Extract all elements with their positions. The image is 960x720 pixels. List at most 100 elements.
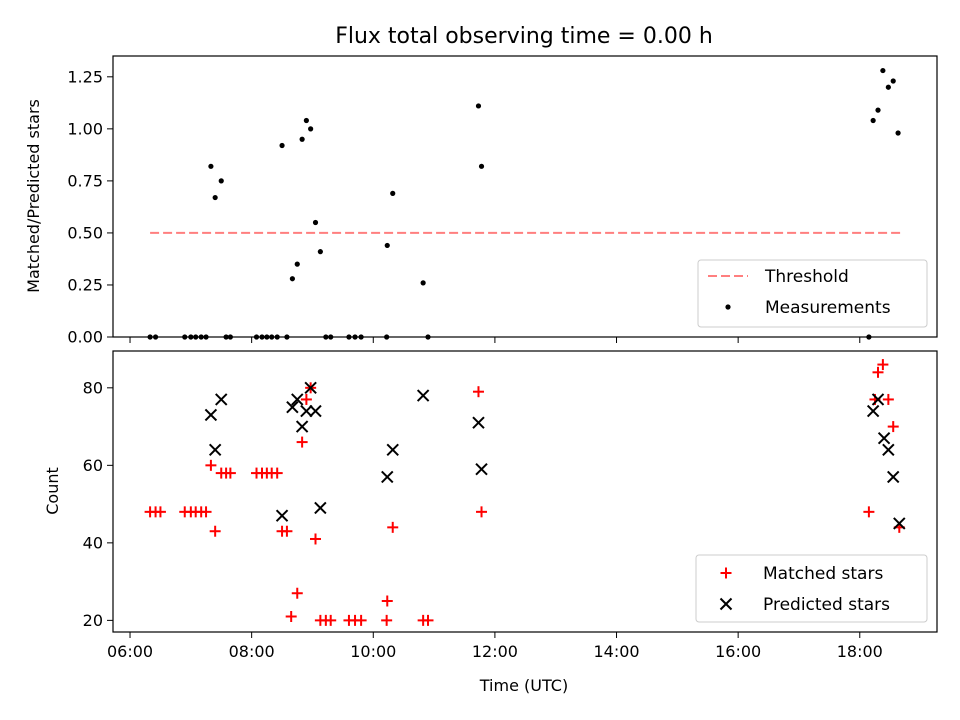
matched-star-point: [381, 595, 393, 607]
top-y-tick-label: 0.50: [67, 223, 103, 242]
matched-star-point: [281, 525, 293, 537]
measurement-point: [478, 163, 485, 169]
bottom-y-tick-label: 40: [83, 533, 103, 552]
measurement-point: [390, 190, 396, 196]
bottom-y-tick-label: 20: [83, 611, 103, 630]
matched-star-point: [325, 614, 337, 626]
matched-star-point: [271, 467, 283, 479]
matched-star-point: [863, 506, 875, 518]
measurement-point: [289, 276, 295, 282]
measurement-point: [895, 130, 901, 136]
predicted-star-point: [871, 393, 885, 406]
bottom-axes-frame: [112, 350, 938, 633]
matched-star-point: [882, 393, 894, 405]
predicted-star-point: [472, 416, 485, 429]
top-axes-frame: [112, 55, 938, 338]
matched-star-point: [205, 459, 217, 471]
top-y-tick-label: 0.75: [67, 171, 103, 190]
measurement-point: [208, 163, 214, 169]
bottom-x-tick-label: 14:00: [593, 642, 639, 661]
bottom-x-tick-label: 06:00: [107, 642, 153, 661]
matched-star-point: [285, 610, 297, 622]
top-y-tick-label: 1.00: [67, 119, 103, 138]
bottom-x-tick-label: 16:00: [715, 642, 761, 661]
predicted-star-point: [887, 470, 900, 484]
matched-star-point: [872, 366, 884, 378]
predicted-star-point: [893, 517, 906, 530]
matched-star-point: [200, 506, 212, 518]
matched-star-point: [209, 525, 221, 537]
predicted-star-point: [215, 393, 228, 406]
matched-star-point: [887, 421, 899, 433]
matched-star-point: [422, 614, 434, 626]
predicted-star-point: [275, 509, 289, 522]
measurement-point: [384, 242, 390, 249]
measurement-point: [218, 178, 224, 184]
legend-matched-label: Matched stars: [763, 564, 883, 584]
bottom-x-tick-label: 12:00: [472, 642, 518, 661]
predicted-star-point: [416, 389, 430, 402]
legend-threshold-label: Threshold: [764, 267, 849, 287]
measurement-point: [880, 67, 886, 74]
legend-matched-swatch: [720, 567, 732, 579]
predicted-star-point: [295, 420, 309, 433]
matched-stars-series: [144, 359, 905, 626]
bottom-x-tick-label: 08:00: [229, 642, 275, 661]
legend-measurements-label: Measurements: [765, 298, 891, 318]
measurement-point: [475, 103, 482, 109]
bottom-legend-box: [695, 554, 928, 623]
matched-star-point: [310, 533, 322, 545]
measurement-point: [299, 136, 305, 142]
matched-star-point: [355, 614, 367, 626]
predicted-star-point: [204, 408, 218, 422]
matched-star-point: [387, 521, 399, 533]
bottom-y-tick-label: 80: [83, 378, 103, 397]
predicted-star-point: [475, 463, 488, 476]
predicted-star-point: [386, 443, 399, 457]
measurement-point: [885, 84, 891, 90]
bottom-x-tick-label: 18:00: [837, 642, 883, 661]
predicted-star-point: [309, 404, 322, 418]
measurement-point: [420, 280, 426, 286]
top-legend-box: [697, 259, 928, 328]
top-legend: Threshold Measurements: [697, 259, 928, 328]
chart-title: Flux total observing time = 0.00 h: [335, 24, 713, 49]
predicted-star-point: [304, 381, 317, 395]
legend-predicted-swatch: [719, 597, 733, 611]
measurement-point: [212, 194, 218, 201]
matched-star-point: [296, 436, 308, 448]
bottom-legend: Matched stars Predicted stars: [695, 554, 928, 623]
measurement-point: [294, 261, 300, 267]
predicted-star-point: [882, 443, 895, 457]
predicted-star-point: [300, 404, 313, 418]
predicted-star-point: [866, 404, 880, 418]
measurement-point: [308, 126, 314, 132]
predicted-stars-series: [204, 381, 906, 530]
top-y-tick-label: 0.00: [67, 328, 103, 347]
top-panel: 0.00 0.25 0.50 0.75 1.00 1.25 Threshold Measure…: [67, 55, 938, 347]
measurement-point: [875, 107, 881, 113]
matched-star-point: [300, 393, 312, 405]
measurement-point: [317, 249, 323, 255]
matched-star-point: [381, 614, 393, 626]
bottom-y-axis-label: Count: [43, 467, 62, 515]
measurement-point: [890, 78, 896, 84]
top-y-tick-label: 0.25: [67, 275, 103, 294]
measurement-point: [303, 117, 309, 124]
predicted-star-point: [291, 393, 304, 406]
predicted-star-point: [208, 443, 222, 457]
matched-star-point: [291, 587, 303, 599]
predicted-star-point: [381, 470, 394, 484]
matched-star-point: [154, 506, 166, 518]
top-y-axis-label: Matched/Predicted stars: [24, 99, 43, 293]
matched-star-point: [472, 386, 484, 398]
bottom-y-tick-label: 60: [83, 456, 103, 475]
predicted-star-point: [314, 501, 327, 515]
legend-measurements-swatch: [725, 304, 731, 310]
bottom-x-tick-label: 10:00: [350, 642, 396, 661]
top-y-tick-label: 1.25: [67, 67, 103, 86]
x-axis-label: Time (UTC): [479, 676, 568, 695]
legend-predicted-label: Predicted stars: [763, 595, 890, 615]
measurement-point: [312, 219, 319, 226]
matched-star-point: [877, 359, 889, 371]
